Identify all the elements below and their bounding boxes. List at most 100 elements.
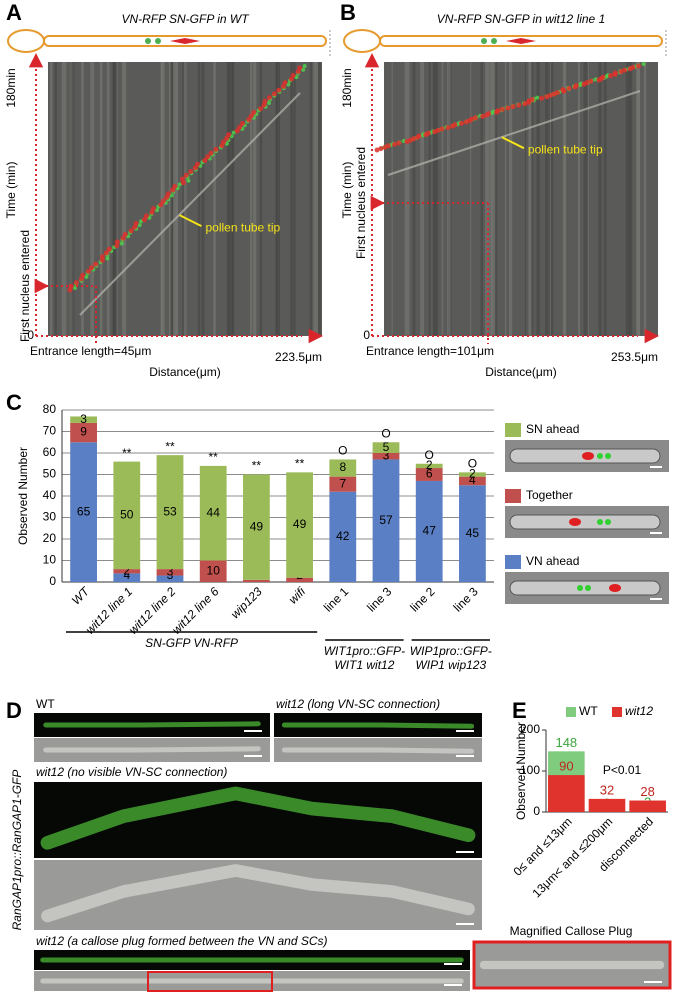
group-label: WIT1 wit12 — [334, 658, 394, 672]
value-label: 45 — [466, 526, 480, 540]
value-label: 6 — [426, 467, 433, 481]
arrow-head — [28, 53, 44, 68]
nucleus-trace — [505, 105, 511, 111]
nucleus-trace — [205, 154, 211, 160]
nucleus-trace — [72, 286, 77, 290]
nucleus-trace — [469, 116, 475, 122]
bar — [113, 573, 141, 582]
nucleus-trace — [160, 198, 166, 204]
x-tick-label: wifi — [286, 584, 308, 606]
nucleus-trace — [499, 106, 505, 112]
nucleus-trace — [554, 90, 560, 96]
pollen-tube-image — [509, 514, 661, 530]
tip-arrow — [501, 136, 525, 150]
streak — [70, 62, 72, 336]
group-label: WIP1pro::GFP- — [410, 644, 492, 658]
streak — [197, 62, 201, 336]
nucleus-trace — [99, 257, 105, 263]
nucleus-trace — [114, 239, 120, 245]
streak — [228, 62, 230, 336]
value-label: 3 — [167, 564, 174, 578]
streak — [480, 62, 483, 336]
image-caption: wit12 (a callose plug formed between the… — [36, 934, 328, 948]
nucleus-trace — [122, 232, 128, 237]
nucleus-trace — [170, 187, 176, 193]
nucleus-trace — [573, 83, 579, 89]
nucleus-trace — [188, 169, 194, 175]
nucleus-trace — [535, 95, 540, 100]
group-label: SN-GFP VN-RFP — [145, 636, 238, 650]
streak — [61, 62, 67, 336]
streak — [428, 62, 432, 336]
streak — [583, 62, 589, 336]
y-axis-title: Observed Number — [16, 447, 30, 545]
pollen-tube-image — [281, 747, 475, 754]
nucleus-trace — [239, 121, 245, 126]
pollen-tube-image — [41, 864, 475, 923]
y-axis-zero: 0 — [27, 328, 34, 342]
bar — [70, 416, 97, 423]
bar — [156, 569, 184, 576]
legend-swatch — [505, 555, 521, 569]
nucleus-trace — [539, 95, 545, 101]
x-tick-label: line 3 — [451, 584, 481, 614]
nucleus-trace — [608, 73, 614, 79]
nucleus-trace — [224, 135, 230, 141]
nucleus-trace — [547, 92, 553, 98]
streak — [545, 62, 551, 336]
value-label: 65 — [77, 504, 91, 518]
bar — [243, 474, 270, 580]
nucleus-trace — [251, 109, 257, 115]
sperm-cell — [155, 38, 161, 44]
nucleus-trace — [143, 213, 149, 219]
streak — [412, 62, 416, 336]
nucleus-trace — [600, 74, 606, 80]
streak — [122, 62, 127, 336]
streak — [637, 62, 641, 336]
streak — [420, 62, 424, 336]
bar — [113, 569, 141, 574]
value-label: 32 — [600, 782, 614, 797]
nucleus-trace — [425, 130, 431, 136]
nucleus-trace — [114, 243, 120, 249]
y-axis-max: 180min — [340, 68, 354, 107]
pollen-grain — [343, 29, 381, 53]
nucleus-trace — [282, 80, 288, 86]
y-axis-title: Time (min) — [340, 162, 354, 219]
nucleus-trace — [301, 67, 306, 72]
nucleus-trace — [529, 97, 535, 103]
bar — [70, 422, 97, 443]
streak — [106, 62, 110, 336]
x-tick-label: WT — [69, 583, 93, 607]
nucleus — [569, 518, 581, 526]
streak — [173, 62, 178, 336]
bar — [415, 468, 443, 481]
nucleus-trace — [262, 98, 268, 104]
bar — [372, 459, 400, 582]
legend-label: wit12 — [625, 704, 653, 718]
streak — [643, 62, 647, 336]
bar — [286, 577, 313, 582]
nucleus-trace — [141, 217, 147, 223]
significance-mark: ** — [165, 439, 175, 453]
bar — [588, 798, 626, 812]
nucleus-trace — [452, 122, 458, 128]
legend-swatch — [612, 707, 622, 717]
nucleus-trace — [186, 178, 191, 183]
significance-mark: ** — [209, 450, 219, 464]
y-axis-max: 180min — [4, 68, 18, 107]
value-label: 49 — [293, 517, 307, 531]
nucleus-trace — [495, 108, 501, 114]
y-axis-title: Observed Number — [514, 722, 528, 820]
value-label: 53 — [163, 504, 177, 518]
nucleus-trace — [290, 72, 296, 78]
value-label: 148 — [555, 735, 577, 750]
vegetative-nucleus — [506, 38, 536, 44]
nucleus-trace — [378, 146, 384, 152]
streak — [213, 62, 216, 336]
nucleus-trace — [202, 158, 208, 163]
legend-label: Together — [526, 488, 573, 502]
nucleus-trace — [224, 141, 229, 146]
vegetative-nucleus — [170, 38, 200, 44]
legend-label: SN ahead — [526, 422, 579, 436]
